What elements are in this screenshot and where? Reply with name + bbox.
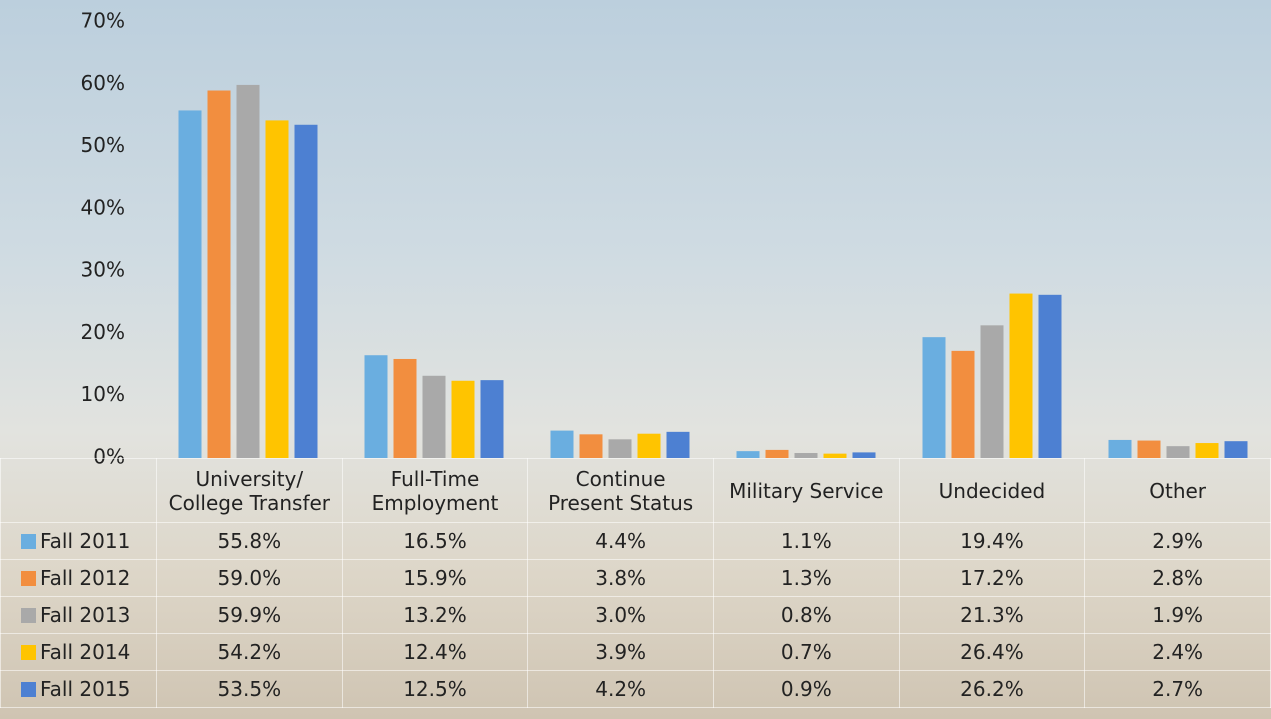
value-label: 3.0% — [527, 596, 714, 634]
value-label: 2.9% — [1084, 522, 1271, 560]
bar — [207, 90, 231, 458]
value-label: 19.4% — [898, 522, 1086, 560]
value-label: 54.2% — [156, 633, 343, 671]
x-tick-label: Continue Present Status — [527, 458, 714, 523]
data-row: Fall 2013 59.9% 13.2% 3.0% 0.8% 21.3% 1.9% — [0, 596, 1271, 634]
bar — [1166, 446, 1190, 458]
value-label: 2.8% — [1084, 559, 1271, 597]
bar — [765, 449, 789, 458]
corner-cell — [0, 458, 157, 523]
bar — [550, 430, 574, 458]
legend-label: Fall 2013 — [40, 603, 131, 627]
data-table: University/ College Transfer Full-Time Em… — [0, 458, 1271, 708]
bar — [265, 120, 289, 458]
legend-swatch — [21, 534, 36, 549]
bar — [666, 431, 690, 458]
bar — [364, 355, 388, 458]
legend-entry: Fall 2012 — [0, 559, 157, 597]
y-tick-label: 70% — [81, 9, 125, 33]
data-row: Fall 2015 53.5% 12.5% 4.2% 0.9% 26.2% 2.7% — [0, 670, 1271, 708]
value-label: 16.5% — [341, 522, 529, 560]
legend-label: Fall 2012 — [40, 566, 131, 590]
value-label: 0.8% — [712, 596, 900, 634]
bar — [922, 337, 946, 458]
y-tick-label: 60% — [81, 71, 125, 95]
bar — [451, 380, 475, 458]
value-label: 17.2% — [898, 559, 1086, 597]
value-label: 12.4% — [341, 633, 529, 671]
value-label: 3.9% — [527, 633, 714, 671]
bar — [823, 453, 847, 458]
y-tick-label: 40% — [81, 195, 125, 219]
legend-entry: Fall 2011 — [0, 522, 157, 560]
bar — [1137, 440, 1161, 458]
legend-swatch — [21, 682, 36, 697]
y-tick-label: 50% — [81, 133, 125, 157]
bar — [852, 452, 876, 458]
legend-swatch — [21, 608, 36, 623]
legend-swatch — [21, 645, 36, 660]
value-label: 59.9% — [156, 596, 343, 634]
bar — [1108, 439, 1132, 458]
bar — [980, 325, 1004, 458]
y-tick-label: 20% — [81, 320, 125, 344]
legend-entry: Fall 2014 — [0, 633, 157, 671]
bar — [294, 124, 318, 459]
bar — [422, 375, 446, 458]
x-tick-label: Undecided — [898, 458, 1086, 523]
value-label: 21.3% — [898, 596, 1086, 634]
y-tick-label: 10% — [81, 382, 125, 406]
value-label: 53.5% — [156, 670, 343, 708]
legend-label: Fall 2011 — [40, 529, 131, 553]
value-label: 2.7% — [1084, 670, 1271, 708]
legend-swatch — [21, 571, 36, 586]
value-label: 3.8% — [527, 559, 714, 597]
bar — [1038, 294, 1062, 458]
value-label: 15.9% — [341, 559, 529, 597]
bar — [579, 434, 603, 458]
value-label: 0.9% — [712, 670, 900, 708]
x-tick-label: University/ College Transfer — [156, 458, 343, 523]
bar — [608, 439, 632, 458]
value-label: 59.0% — [156, 559, 343, 597]
value-label: 1.9% — [1084, 596, 1271, 634]
bar — [1224, 441, 1248, 458]
data-row: Fall 2014 54.2% 12.4% 3.9% 0.7% 26.4% 2.4% — [0, 633, 1271, 671]
bar — [1195, 443, 1219, 458]
bar — [951, 350, 975, 458]
legend-label: Fall 2015 — [40, 677, 131, 701]
value-label: 26.2% — [898, 670, 1086, 708]
bar — [637, 433, 661, 458]
x-tick-label: Other — [1084, 458, 1271, 523]
bar — [393, 358, 417, 458]
value-label: 4.2% — [527, 670, 714, 708]
value-label: 12.5% — [341, 670, 529, 708]
legend-entry: Fall 2015 — [0, 670, 157, 708]
bar — [794, 453, 818, 458]
x-tick-label: Full-Time Employment — [341, 458, 529, 523]
legend-entry: Fall 2013 — [0, 596, 157, 634]
value-label: 0.7% — [712, 633, 900, 671]
data-row: Fall 2011 55.8% 16.5% 4.4% 1.1% 19.4% 2.9% — [0, 522, 1271, 560]
x-tick-label: Military Service — [712, 458, 900, 523]
value-label: 4.4% — [527, 522, 714, 560]
data-row: Fall 2012 59.0% 15.9% 3.8% 1.3% 17.2% 2.8% — [0, 559, 1271, 597]
value-label: 2.4% — [1084, 633, 1271, 671]
bar — [736, 451, 760, 458]
bar — [178, 110, 202, 459]
value-label: 1.1% — [712, 522, 900, 560]
value-label: 26.4% — [898, 633, 1086, 671]
value-label: 1.3% — [712, 559, 900, 597]
value-label: 13.2% — [341, 596, 529, 634]
bar — [236, 84, 260, 458]
y-tick-label: 30% — [81, 258, 125, 282]
bar — [1009, 293, 1033, 458]
bar — [480, 380, 504, 458]
header-row: University/ College Transfer Full-Time Em… — [0, 458, 1271, 523]
value-label: 55.8% — [156, 522, 343, 560]
legend-label: Fall 2014 — [40, 640, 131, 664]
